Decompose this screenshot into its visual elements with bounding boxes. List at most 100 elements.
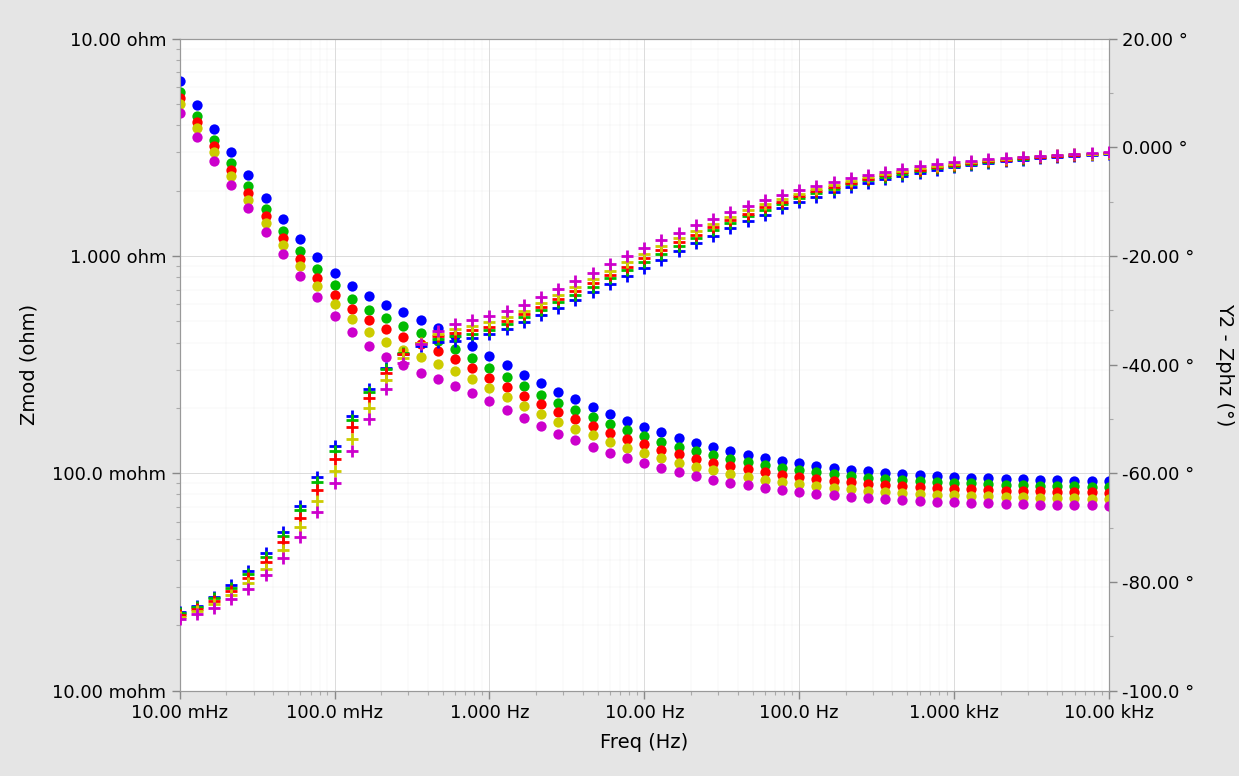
- Point: [342, 303, 362, 315]
- Point: [979, 490, 999, 503]
- Point: [1030, 473, 1049, 486]
- Point: [892, 168, 912, 180]
- Point: [394, 347, 414, 359]
- Point: [944, 156, 964, 168]
- Point: [979, 156, 999, 168]
- Point: [410, 366, 430, 379]
- Point: [410, 351, 430, 363]
- Point: [359, 339, 379, 352]
- Point: [187, 599, 207, 611]
- Point: [841, 469, 861, 482]
- Point: [1047, 148, 1067, 161]
- Point: [979, 497, 999, 510]
- Point: [961, 477, 981, 490]
- Point: [704, 230, 724, 242]
- Point: [222, 589, 242, 601]
- Point: [875, 479, 895, 491]
- Point: [273, 224, 292, 237]
- Point: [394, 344, 414, 356]
- Point: [1082, 148, 1101, 161]
- Point: [394, 331, 414, 343]
- Point: [170, 74, 190, 87]
- Point: [479, 395, 499, 407]
- Point: [462, 362, 482, 375]
- Point: [1014, 151, 1033, 163]
- Point: [1064, 147, 1084, 160]
- Point: [1099, 147, 1119, 160]
- Point: [634, 242, 654, 255]
- Point: [1064, 474, 1084, 487]
- Point: [961, 158, 981, 170]
- Point: [875, 168, 895, 180]
- Point: [979, 155, 999, 168]
- Point: [255, 547, 275, 559]
- Point: [824, 489, 844, 501]
- Point: [979, 153, 999, 165]
- Point: [427, 332, 447, 345]
- Point: [600, 265, 620, 277]
- Point: [565, 422, 585, 435]
- Point: [445, 343, 465, 355]
- Point: [479, 328, 499, 341]
- Point: [1064, 492, 1084, 504]
- Point: [927, 158, 947, 171]
- Point: [652, 244, 672, 257]
- Point: [222, 146, 242, 158]
- Point: [961, 497, 981, 509]
- Point: [600, 268, 620, 281]
- Point: [600, 418, 620, 431]
- Point: [549, 415, 569, 428]
- Point: [462, 327, 482, 340]
- Point: [549, 405, 569, 417]
- Point: [342, 313, 362, 325]
- Point: [582, 266, 602, 279]
- Point: [996, 479, 1016, 491]
- Point: [307, 476, 327, 488]
- Point: [737, 207, 757, 220]
- Point: [996, 151, 1016, 164]
- Point: [582, 277, 602, 289]
- Point: [222, 593, 242, 605]
- Point: [1014, 485, 1033, 497]
- Point: [944, 158, 964, 170]
- Point: [273, 239, 292, 251]
- Point: [325, 289, 344, 301]
- Point: [789, 196, 809, 209]
- Point: [772, 469, 792, 481]
- Point: [479, 362, 499, 374]
- Point: [582, 429, 602, 442]
- Point: [497, 380, 517, 393]
- Point: [565, 289, 585, 301]
- Point: [720, 445, 740, 457]
- Point: [961, 483, 981, 496]
- Point: [549, 296, 569, 309]
- Point: [582, 272, 602, 285]
- Point: [1099, 499, 1119, 511]
- Point: [204, 154, 224, 167]
- Point: [290, 531, 310, 543]
- Point: [239, 567, 259, 580]
- Point: [617, 442, 637, 454]
- Point: [342, 421, 362, 434]
- Point: [686, 228, 706, 241]
- Point: [669, 466, 689, 479]
- Point: [497, 305, 517, 317]
- Point: [307, 263, 327, 275]
- Y-axis label: Y2 - Zphz (°): Y2 - Zphz (°): [1215, 303, 1234, 426]
- Point: [427, 336, 447, 348]
- Point: [909, 167, 929, 179]
- Point: [1082, 149, 1101, 161]
- Point: [325, 298, 344, 310]
- Point: [170, 611, 190, 623]
- Point: [342, 433, 362, 445]
- Point: [170, 608, 190, 620]
- Point: [359, 401, 379, 414]
- Point: [565, 275, 585, 287]
- Point: [1014, 151, 1033, 164]
- Point: [720, 222, 740, 234]
- Point: [255, 569, 275, 581]
- Point: [686, 470, 706, 483]
- Point: [996, 484, 1016, 497]
- Point: [565, 413, 585, 425]
- Point: [273, 535, 292, 548]
